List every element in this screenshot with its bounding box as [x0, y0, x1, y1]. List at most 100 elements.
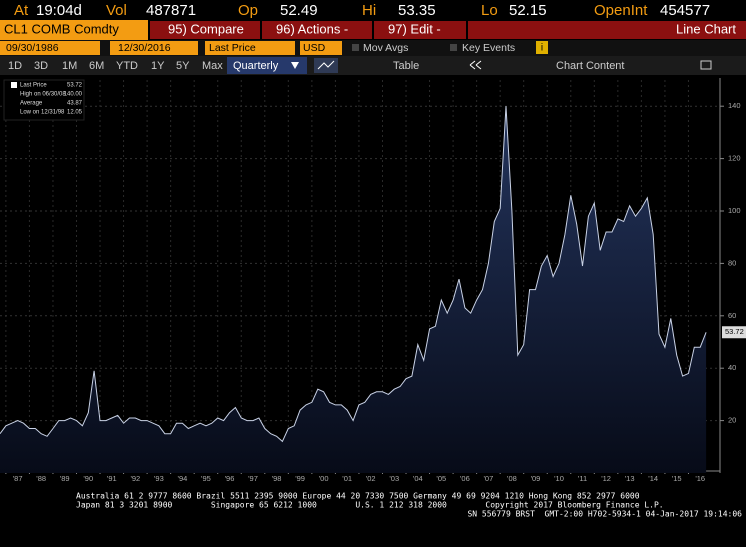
footer-line: SN 556779 BRST GMT-2:00 H702-5934-1 04-J… — [467, 510, 742, 519]
legend-swatch — [11, 82, 17, 88]
view-name: Line Chart — [676, 21, 736, 36]
period-button: Max — [202, 60, 223, 72]
x-tick-label: '14 — [648, 474, 658, 483]
control: Mov Avgs — [363, 42, 408, 54]
x-tick-label: '08 — [507, 474, 517, 483]
frequency-select[interactable] — [227, 57, 307, 74]
ticker-box[interactable] — [0, 20, 148, 40]
x-tick-label: '96 — [225, 474, 235, 483]
start-date[interactable] — [0, 41, 100, 55]
legend-value: 12.05 — [67, 110, 83, 116]
frequency: Quarterly — [233, 60, 279, 72]
x-tick-label: '99 — [295, 474, 305, 483]
footer-line: Japan 81 3 3201 8900 Singapore 65 6212 1… — [76, 501, 664, 510]
legend-label: Last Price — [20, 83, 47, 89]
quote-label: Op — [238, 2, 258, 19]
x-tick-label: '00 — [319, 474, 329, 483]
toolbar — [0, 56, 746, 75]
control: Last Price — [209, 42, 256, 54]
y-tick-label: 120 — [728, 154, 741, 163]
quote-label: Hi — [362, 2, 376, 19]
legend-label: Low on 12/31/98 — [20, 110, 65, 116]
quote-label: Vol — [106, 2, 127, 19]
x-tick-label: '92 — [130, 474, 140, 483]
ticker: CL1 COMB Comdty — [4, 21, 119, 36]
period-button: 3D — [34, 60, 48, 72]
end-date[interactable] — [110, 41, 198, 55]
x-tick-label: '01 — [342, 474, 352, 483]
legend-value: 140.00 — [64, 92, 83, 98]
x-tick-label: '09 — [531, 474, 541, 483]
menu-button[interactable] — [150, 21, 260, 39]
y-tick-label: 60 — [728, 311, 736, 320]
x-tick-label: '94 — [178, 474, 188, 483]
info-icon-glyph: i — [541, 43, 543, 54]
control: USD — [303, 42, 326, 54]
control: 12/30/2016 — [118, 42, 171, 54]
menu-item: 96) Actions - — [276, 21, 348, 36]
info-icon[interactable] — [536, 41, 548, 54]
quote-value: 19:04d — [36, 2, 82, 19]
period-button: 1D — [8, 60, 22, 72]
chart: 20 40 60 80 100 120 140 '87 '88 '89 '90 '91 '92 '93 '9… — [0, 78, 746, 483]
x-tick-label: '16 — [695, 474, 705, 483]
x-tick-label: '15 — [672, 474, 682, 483]
menu-item: 95) Compare — [168, 21, 244, 36]
last-price-label: 53.72 — [725, 327, 744, 336]
checkbox[interactable] — [450, 44, 457, 51]
period-button: 1Y — [151, 60, 165, 72]
x-tick-label: '97 — [248, 474, 258, 483]
x-tick-label: '07 — [484, 474, 494, 483]
field-select[interactable] — [205, 41, 295, 55]
area — [0, 106, 707, 473]
x-tick-label: '89 — [60, 474, 70, 483]
x-tick-label: '13 — [625, 474, 635, 483]
dropdown-arrow — [291, 62, 299, 69]
currency-select[interactable] — [300, 41, 342, 55]
quote-label: OpenInt — [594, 2, 648, 19]
x-tick-label: '95 — [201, 474, 211, 483]
y-tick-label: 40 — [728, 363, 736, 372]
legend-label: High on 06/30/08 — [20, 92, 66, 98]
price-line — [0, 106, 707, 443]
x-tick-label: '98 — [272, 474, 282, 483]
menu-button[interactable] — [374, 21, 466, 39]
checkbox[interactable] — [352, 44, 359, 51]
x-tick-label: '10 — [554, 474, 564, 483]
period-button: 1M — [62, 60, 77, 72]
quote-value: 487871 — [146, 2, 196, 19]
y-tick-label: 80 — [728, 258, 736, 267]
menu-item: 97) Edit - — [388, 21, 441, 36]
menu-button[interactable] — [262, 21, 372, 39]
quote-label: At — [14, 2, 29, 19]
period-button: 6M — [89, 60, 104, 72]
legend-label: Average — [20, 101, 43, 107]
x-tick-label: '90 — [83, 474, 93, 483]
settings-icon[interactable] — [700, 60, 712, 70]
footer-line: Australia 61 2 9777 8600 Brazil 5511 239… — [76, 492, 640, 501]
x-tick-label: '04 — [413, 474, 423, 483]
quote-bar — [0, 0, 746, 20]
quote-value: 52.15 — [509, 2, 547, 19]
collapse-icon[interactable] — [469, 60, 482, 70]
last-price-tag — [722, 326, 746, 339]
x-tick-label: '12 — [601, 474, 611, 483]
view-box — [468, 21, 746, 39]
chart-type-icon — [317, 60, 335, 70]
x-tick-label: '02 — [366, 474, 376, 483]
x-tick-label: '06 — [460, 474, 470, 483]
table-button: Table — [393, 60, 419, 72]
period-button: YTD — [116, 60, 138, 72]
legend-value: 43.87 — [67, 101, 83, 107]
control: Key Events — [462, 42, 515, 54]
control: 09/30/1986 — [6, 42, 59, 54]
y-tick-label: 100 — [728, 206, 741, 215]
chart-content-button: Chart Content — [556, 60, 624, 72]
y-tick-label: 20 — [728, 416, 736, 425]
x-tick-label: '91 — [107, 474, 117, 483]
x-tick-label: '05 — [436, 474, 446, 483]
quote-value: 53.35 — [398, 2, 436, 19]
quote-value: 454577 — [660, 2, 710, 19]
